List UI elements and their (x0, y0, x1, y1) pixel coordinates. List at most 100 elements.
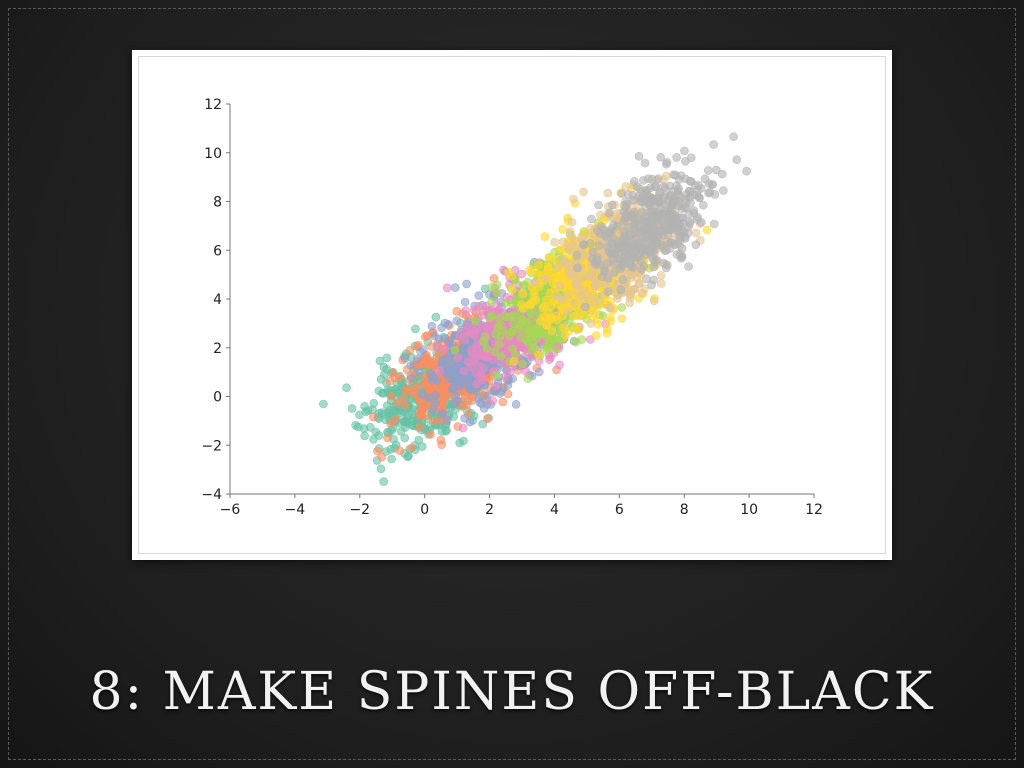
data-point (544, 252, 554, 262)
data-point (649, 296, 659, 306)
data-point (644, 174, 653, 183)
data-point (423, 381, 432, 391)
data-point (703, 166, 713, 175)
data-point (433, 342, 443, 352)
data-point (497, 386, 507, 396)
data-point (421, 411, 431, 421)
y-tick-label: −2 (201, 438, 222, 454)
y-tick-label: 6 (213, 243, 222, 259)
data-point (656, 153, 666, 162)
data-point (429, 416, 438, 426)
data-point (546, 334, 556, 344)
data-point (550, 237, 560, 247)
data-point (647, 280, 656, 290)
data-point (551, 344, 561, 354)
data-point (493, 323, 503, 332)
data-point (540, 232, 550, 241)
data-point (702, 225, 712, 235)
data-point (504, 331, 514, 341)
x-tick-label: −6 (220, 502, 241, 518)
data-point (415, 422, 425, 432)
data-point (450, 283, 460, 292)
data-point (729, 132, 738, 141)
data-point (414, 367, 423, 377)
data-point (516, 333, 526, 342)
data-point (684, 262, 693, 271)
data-point (691, 240, 701, 249)
data-point (491, 381, 501, 391)
data-point (534, 367, 544, 377)
data-point (516, 342, 526, 352)
data-point (587, 214, 596, 224)
data-point (686, 153, 696, 162)
data-point (462, 279, 472, 289)
data-point (459, 436, 468, 446)
data-point (607, 200, 617, 210)
data-point (379, 477, 388, 486)
data-point (528, 297, 537, 306)
data-point (369, 412, 378, 422)
scatter-points (319, 132, 751, 486)
data-point (580, 251, 590, 261)
data-point (648, 226, 657, 236)
data-point (573, 263, 582, 273)
data-point (632, 182, 642, 191)
data-point (634, 152, 644, 161)
data-point (547, 326, 557, 335)
data-point (503, 380, 513, 390)
data-point (319, 399, 328, 409)
data-point (628, 285, 638, 294)
data-point (586, 272, 595, 282)
y-tick-label: 0 (213, 390, 222, 406)
data-point (593, 314, 603, 324)
data-point (507, 298, 516, 308)
data-point (461, 306, 471, 316)
data-point (704, 188, 713, 198)
data-point (663, 230, 673, 240)
data-point (472, 379, 481, 389)
data-point (627, 270, 637, 280)
data-point (566, 246, 575, 255)
data-point (591, 259, 601, 269)
data-point (518, 317, 528, 327)
data-point (605, 313, 615, 322)
chart-frame: −6 −4 −2 0 2 4 6 8 10 12 −4 −2 0 2 4 6 8 10 12 (132, 50, 892, 560)
data-point (523, 374, 533, 384)
data-point (674, 233, 684, 242)
data-point (605, 303, 615, 313)
data-point (661, 159, 671, 169)
x-tick-label: 0 (420, 502, 429, 518)
data-point (414, 380, 423, 390)
data-point (617, 314, 627, 323)
data-point (603, 188, 613, 198)
data-point (382, 353, 392, 363)
data-point (517, 269, 527, 279)
data-point (388, 368, 398, 377)
data-point (495, 314, 504, 323)
data-point (609, 220, 618, 230)
data-point (637, 265, 647, 274)
data-point (553, 263, 562, 273)
data-point (558, 225, 568, 234)
data-point (431, 312, 441, 322)
data-point (508, 344, 518, 354)
data-point (398, 394, 408, 404)
data-point (575, 273, 585, 282)
data-point (519, 280, 529, 290)
data-point (400, 354, 410, 363)
data-point (427, 321, 437, 331)
data-point (437, 323, 446, 333)
data-point (545, 355, 554, 364)
x-tick-label: −2 (349, 502, 370, 518)
data-point (602, 328, 612, 338)
data-point (641, 236, 651, 246)
data-point (521, 366, 531, 376)
data-point (460, 335, 470, 345)
data-point (628, 214, 638, 223)
data-point (491, 370, 501, 380)
data-point (555, 281, 565, 290)
data-point (431, 390, 441, 400)
data-point (558, 295, 568, 305)
